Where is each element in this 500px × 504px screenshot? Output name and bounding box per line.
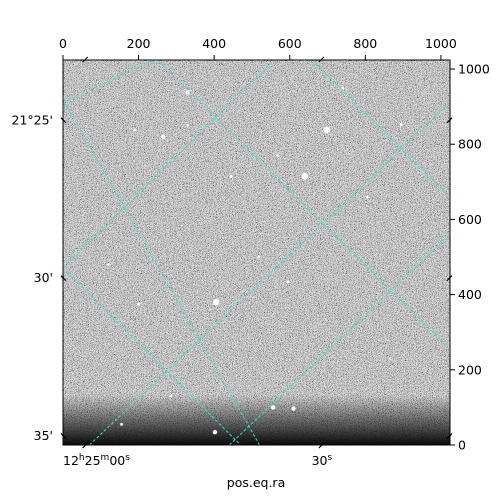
image-layer xyxy=(63,60,450,445)
pixel-ticks: 0 200 400 600 800 1000 0 200 400 600 800 1000 xyxy=(59,36,490,453)
image-noise xyxy=(63,60,450,445)
top-tick-label-0: 0 xyxy=(59,36,67,51)
dec-tick-label-0: 35' xyxy=(34,428,53,443)
grid-line-5 xyxy=(228,234,450,445)
star-15 xyxy=(388,357,392,360)
grid-line-0 xyxy=(63,98,260,445)
star-17 xyxy=(120,422,123,426)
top-tick-label-800: 800 xyxy=(353,36,377,51)
grid-line-2 xyxy=(157,60,450,350)
top-tick-label-600: 600 xyxy=(278,36,302,51)
star-3 xyxy=(270,405,276,410)
star-20 xyxy=(106,263,110,266)
star-4 xyxy=(291,406,296,411)
star-9 xyxy=(276,154,280,157)
dec-tick-2 xyxy=(60,117,67,124)
ra-tick-label-1: 30s xyxy=(312,453,333,468)
top-tick-label-400: 400 xyxy=(202,36,226,51)
ra-tick-0 xyxy=(82,442,89,449)
dec-tick-right-0 xyxy=(446,433,453,440)
top-tick-label-1000: 1000 xyxy=(425,36,457,51)
star-11 xyxy=(137,302,140,306)
grid-line-1 xyxy=(63,267,241,445)
star-7 xyxy=(160,134,166,139)
dec-tick-label-2: 21°25' xyxy=(12,112,54,127)
grid-line-6 xyxy=(63,60,275,269)
star-10 xyxy=(399,123,403,127)
ra-tick-label-0: 12h25m00s xyxy=(63,453,130,468)
right-tick-label-1000: 1000 xyxy=(458,62,490,77)
star-1 xyxy=(323,126,330,134)
dec-tick-0 xyxy=(60,433,67,440)
x-axis-label: pos.eq.ra xyxy=(227,475,285,490)
coordinate-grid xyxy=(63,60,450,445)
star-19 xyxy=(365,195,369,199)
stars-layer xyxy=(106,87,403,435)
grid-line-3 xyxy=(312,60,450,198)
world-ticks: 35' 30' 21°25' 12h25m00s 30s xyxy=(12,56,453,468)
star-2 xyxy=(212,298,220,306)
axes-frame xyxy=(62,59,451,446)
star-21 xyxy=(169,394,173,398)
right-tick-label-200: 200 xyxy=(458,362,482,377)
dec-tick-label-1: 30' xyxy=(34,270,53,285)
dec-tick-1 xyxy=(60,275,67,282)
star-0 xyxy=(301,172,309,180)
star-6 xyxy=(185,90,190,95)
right-tick-label-0: 0 xyxy=(458,438,466,453)
star-16 xyxy=(186,124,190,127)
ra-tick-top-1 xyxy=(318,56,325,63)
star-13 xyxy=(257,255,261,259)
image-bottom-shadow xyxy=(63,395,450,445)
ra-tick-1 xyxy=(318,442,325,449)
right-tick-label-600: 600 xyxy=(458,212,482,227)
star-14 xyxy=(229,174,233,178)
ra-tick-top-0 xyxy=(82,56,89,63)
grid-line-7 xyxy=(63,60,154,104)
star-5 xyxy=(212,430,218,435)
star-12 xyxy=(286,280,290,284)
dec-tick-right-1 xyxy=(446,275,453,282)
grid-line-4 xyxy=(89,102,450,445)
dec-tick-right-2 xyxy=(446,117,453,124)
right-tick-label-800: 800 xyxy=(458,137,482,152)
right-tick-label-400: 400 xyxy=(458,287,482,302)
top-tick-label-200: 200 xyxy=(127,36,151,51)
star-8 xyxy=(133,128,137,132)
